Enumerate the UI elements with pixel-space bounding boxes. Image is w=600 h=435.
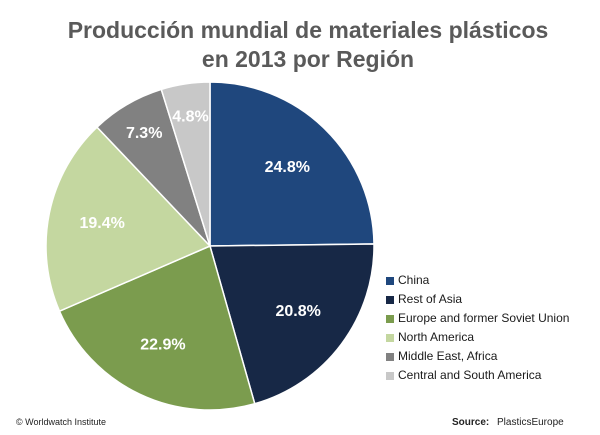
legend-label-china: China	[398, 273, 430, 287]
pie-slice-europe-and-former-soviet-union	[58, 244, 256, 411]
data-label-central-and-south-america: 4.8%	[172, 109, 208, 126]
legend-label-rest-of-asia: Rest of Asia	[398, 292, 462, 306]
pie-slice-china	[209, 81, 375, 247]
legend-label-north-america: North America	[398, 330, 474, 344]
source-label: Source:	[452, 417, 489, 428]
legend-swatch-rest-of-asia	[386, 296, 394, 304]
pie-slice-central-and-south-america	[160, 81, 211, 247]
legend-label-middle-east-africa: Middle East, Africa	[398, 349, 498, 363]
chart-title-line-1: Producción mundial de materiales plástic…	[68, 17, 549, 43]
copyright-text: © Worldwatch Institute	[16, 417, 106, 427]
pie-data-labels: 24.8% 20.8% 22.9% 19.4% 7.3% 4.8%	[80, 109, 321, 354]
legend-swatch-north-america	[386, 334, 394, 342]
data-label-middle-east-africa: 7.3%	[126, 125, 162, 142]
legend-label-europe-and-former-soviet-union: Europe and former Soviet Union	[398, 311, 569, 325]
legend-swatch-middle-east-africa	[386, 353, 394, 361]
legend-label-central-and-south-america: Central and South America	[398, 368, 542, 382]
chart-title-line-2: en 2013 por Región	[202, 46, 414, 72]
legend: China Rest of Asia Europe and former Sovie…	[386, 273, 569, 382]
source-value: PlasticsEurope	[497, 417, 564, 428]
data-label-china: 24.8%	[265, 159, 310, 176]
pie-slice-rest-of-asia	[209, 243, 375, 405]
data-label-europe-and-former-soviet-union: 22.9%	[140, 337, 185, 354]
pie-slice-north-america	[45, 126, 212, 313]
data-label-north-america: 19.4%	[80, 215, 125, 232]
legend-swatch-central-and-south-america	[386, 372, 394, 380]
data-label-rest-of-asia: 20.8%	[276, 303, 321, 320]
legend-swatch-china	[386, 277, 394, 285]
legend-swatch-europe-and-former-soviet-union	[386, 315, 394, 323]
pie-slices	[45, 81, 375, 411]
